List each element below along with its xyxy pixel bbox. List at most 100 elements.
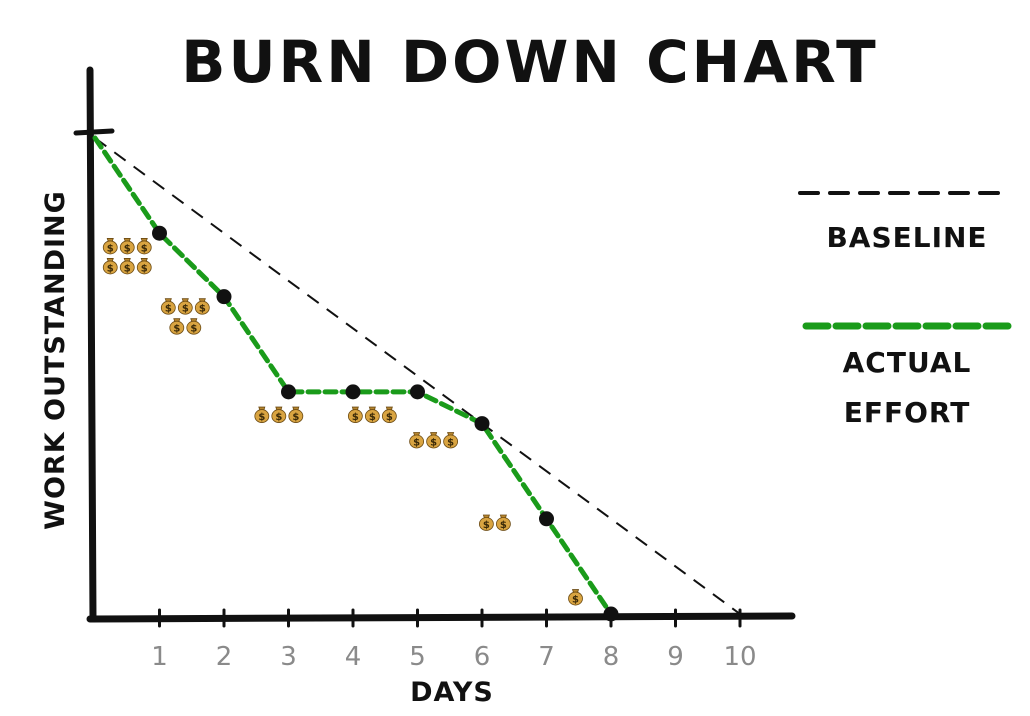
x-tick-label-6: 6 bbox=[474, 642, 491, 672]
series-layer bbox=[92, 135, 741, 622]
money-bag-icon: $ bbox=[364, 406, 380, 423]
money-bag-symbol: $ bbox=[258, 412, 265, 423]
money-bag-body bbox=[169, 320, 185, 335]
money-bag-body bbox=[409, 434, 425, 449]
money-bag-body bbox=[136, 240, 152, 255]
actual-point-day-5 bbox=[410, 384, 425, 400]
x-tick-label-7: 7 bbox=[538, 642, 555, 672]
x-tick-label-9: 9 bbox=[667, 642, 684, 672]
money-bag-body bbox=[568, 591, 583, 606]
money-bag-symbol: $ bbox=[173, 324, 180, 335]
money-bag-symbol: $ bbox=[352, 412, 359, 423]
money-bag-icon: $ bbox=[478, 514, 494, 531]
money-bag-symbol: $ bbox=[190, 324, 197, 335]
money-bag-icon: $ bbox=[288, 406, 304, 423]
money-bag-icon: $ bbox=[409, 432, 425, 449]
money-bag-icon: $ bbox=[102, 238, 118, 255]
money-bag-body bbox=[160, 300, 176, 315]
money-bag-symbol: $ bbox=[124, 263, 131, 274]
money-bag-body bbox=[364, 409, 380, 423]
money-bag-symbol: $ bbox=[386, 412, 393, 423]
money-bag-symbol: $ bbox=[500, 520, 507, 531]
money-bag-body bbox=[495, 517, 511, 531]
money-bag-icon: $ bbox=[186, 318, 202, 335]
x-tick-label-3: 3 bbox=[280, 642, 297, 672]
x-tick-label-2: 2 bbox=[216, 642, 233, 672]
money-bag-icon: $ bbox=[119, 258, 135, 275]
money-bag-symbol: $ bbox=[182, 304, 189, 315]
x-ticks: 1 2 3 4 5 6 7 8 9 10 bbox=[151, 608, 757, 672]
actual-effort-line bbox=[92, 135, 614, 617]
legend-baseline-label: BASELINE bbox=[826, 221, 987, 254]
money-bag-icon: $ bbox=[426, 432, 442, 449]
money-bag-body bbox=[194, 300, 210, 315]
money-bag-icon: $ bbox=[160, 298, 176, 315]
money-bag-icon: $ bbox=[271, 406, 287, 423]
money-bag-icon: $ bbox=[347, 406, 363, 423]
money-bag-symbol: $ bbox=[165, 304, 172, 315]
x-axis-line bbox=[86, 612, 796, 623]
legend-actual-label: ACTUAL EFFORT bbox=[843, 346, 972, 429]
actual-point-day-6 bbox=[474, 416, 490, 432]
money-bag-symbol: $ bbox=[413, 437, 420, 448]
money-bag-symbol: $ bbox=[199, 304, 206, 315]
money-bag-symbol: $ bbox=[141, 263, 148, 274]
legend-actual-label-line: ACTUAL bbox=[843, 346, 972, 379]
axes bbox=[73, 66, 796, 623]
money-bag-icon: $ bbox=[136, 258, 152, 275]
money-bag-body bbox=[136, 260, 152, 275]
legend-actual-label-line: EFFORT bbox=[844, 396, 971, 429]
money-bag-symbol: $ bbox=[572, 595, 579, 606]
money-bag-symbol: $ bbox=[107, 263, 114, 274]
y-axis-top-tick bbox=[73, 128, 115, 136]
actual-point-day-7 bbox=[539, 511, 554, 527]
money-bag-icon: $ bbox=[495, 514, 511, 531]
money-bag-symbol: $ bbox=[141, 243, 148, 254]
money-bag-body bbox=[443, 434, 459, 449]
money-bag-symbol: $ bbox=[483, 520, 490, 531]
x-tick-label-5: 5 bbox=[409, 642, 426, 672]
actual-point-day-4 bbox=[345, 384, 361, 400]
money-bag-symbol: $ bbox=[275, 412, 282, 423]
legend: BASELINE ACTUAL EFFORT bbox=[798, 191, 1019, 429]
actual-point-day-1 bbox=[152, 225, 167, 241]
x-axis-label: DAYS bbox=[410, 677, 494, 708]
money-bag-symbol: $ bbox=[292, 412, 299, 423]
money-bag-symbol: $ bbox=[107, 243, 114, 254]
money-bag-body bbox=[288, 409, 304, 423]
money-bag-icon: $ bbox=[568, 589, 583, 606]
money-bag-body bbox=[478, 517, 494, 531]
y-axis-line bbox=[86, 66, 97, 623]
money-bag-icon: $ bbox=[443, 432, 459, 449]
x-tick-label-1: 1 bbox=[151, 642, 168, 672]
money-bag-body bbox=[186, 320, 202, 335]
money-bag-body bbox=[271, 409, 287, 423]
money-bag-body bbox=[381, 409, 397, 423]
baseline-line bbox=[94, 137, 741, 615]
money-bag-icon: $ bbox=[177, 298, 193, 315]
money-bag-body bbox=[347, 409, 363, 423]
money-bag-symbol: $ bbox=[447, 437, 454, 448]
x-tick-label-10: 10 bbox=[723, 642, 756, 672]
chart-title: BURN DOWN CHART bbox=[181, 28, 878, 96]
money-bag-symbol: $ bbox=[124, 243, 131, 254]
money-bag-icon: $ bbox=[169, 318, 185, 335]
money-bag-icon: $ bbox=[119, 238, 135, 254]
money-bag-body bbox=[426, 434, 442, 449]
money-bag-body bbox=[102, 260, 118, 275]
y-axis-label: WORK OUTSTANDING bbox=[40, 190, 71, 530]
money-bag-icon: $ bbox=[254, 406, 270, 423]
x-tick-label-8: 8 bbox=[603, 642, 620, 672]
money-bag-body bbox=[177, 300, 193, 315]
money-bag-icon: $ bbox=[381, 406, 397, 423]
money-bag-icon: $ bbox=[136, 238, 152, 255]
money-bag-icon: $ bbox=[194, 298, 210, 315]
money-bag-symbol: $ bbox=[430, 437, 437, 448]
money-bag-body bbox=[254, 409, 270, 423]
x-tick-label-4: 4 bbox=[345, 642, 362, 672]
money-bag-annotations: $ $ $$ $ $$ $ $$ $$ $ $ $ $ $$ $ $$ $$ bbox=[102, 238, 583, 606]
money-bag-body bbox=[102, 240, 118, 255]
actual-point-day-8 bbox=[603, 606, 619, 622]
money-bag-body bbox=[119, 260, 135, 275]
